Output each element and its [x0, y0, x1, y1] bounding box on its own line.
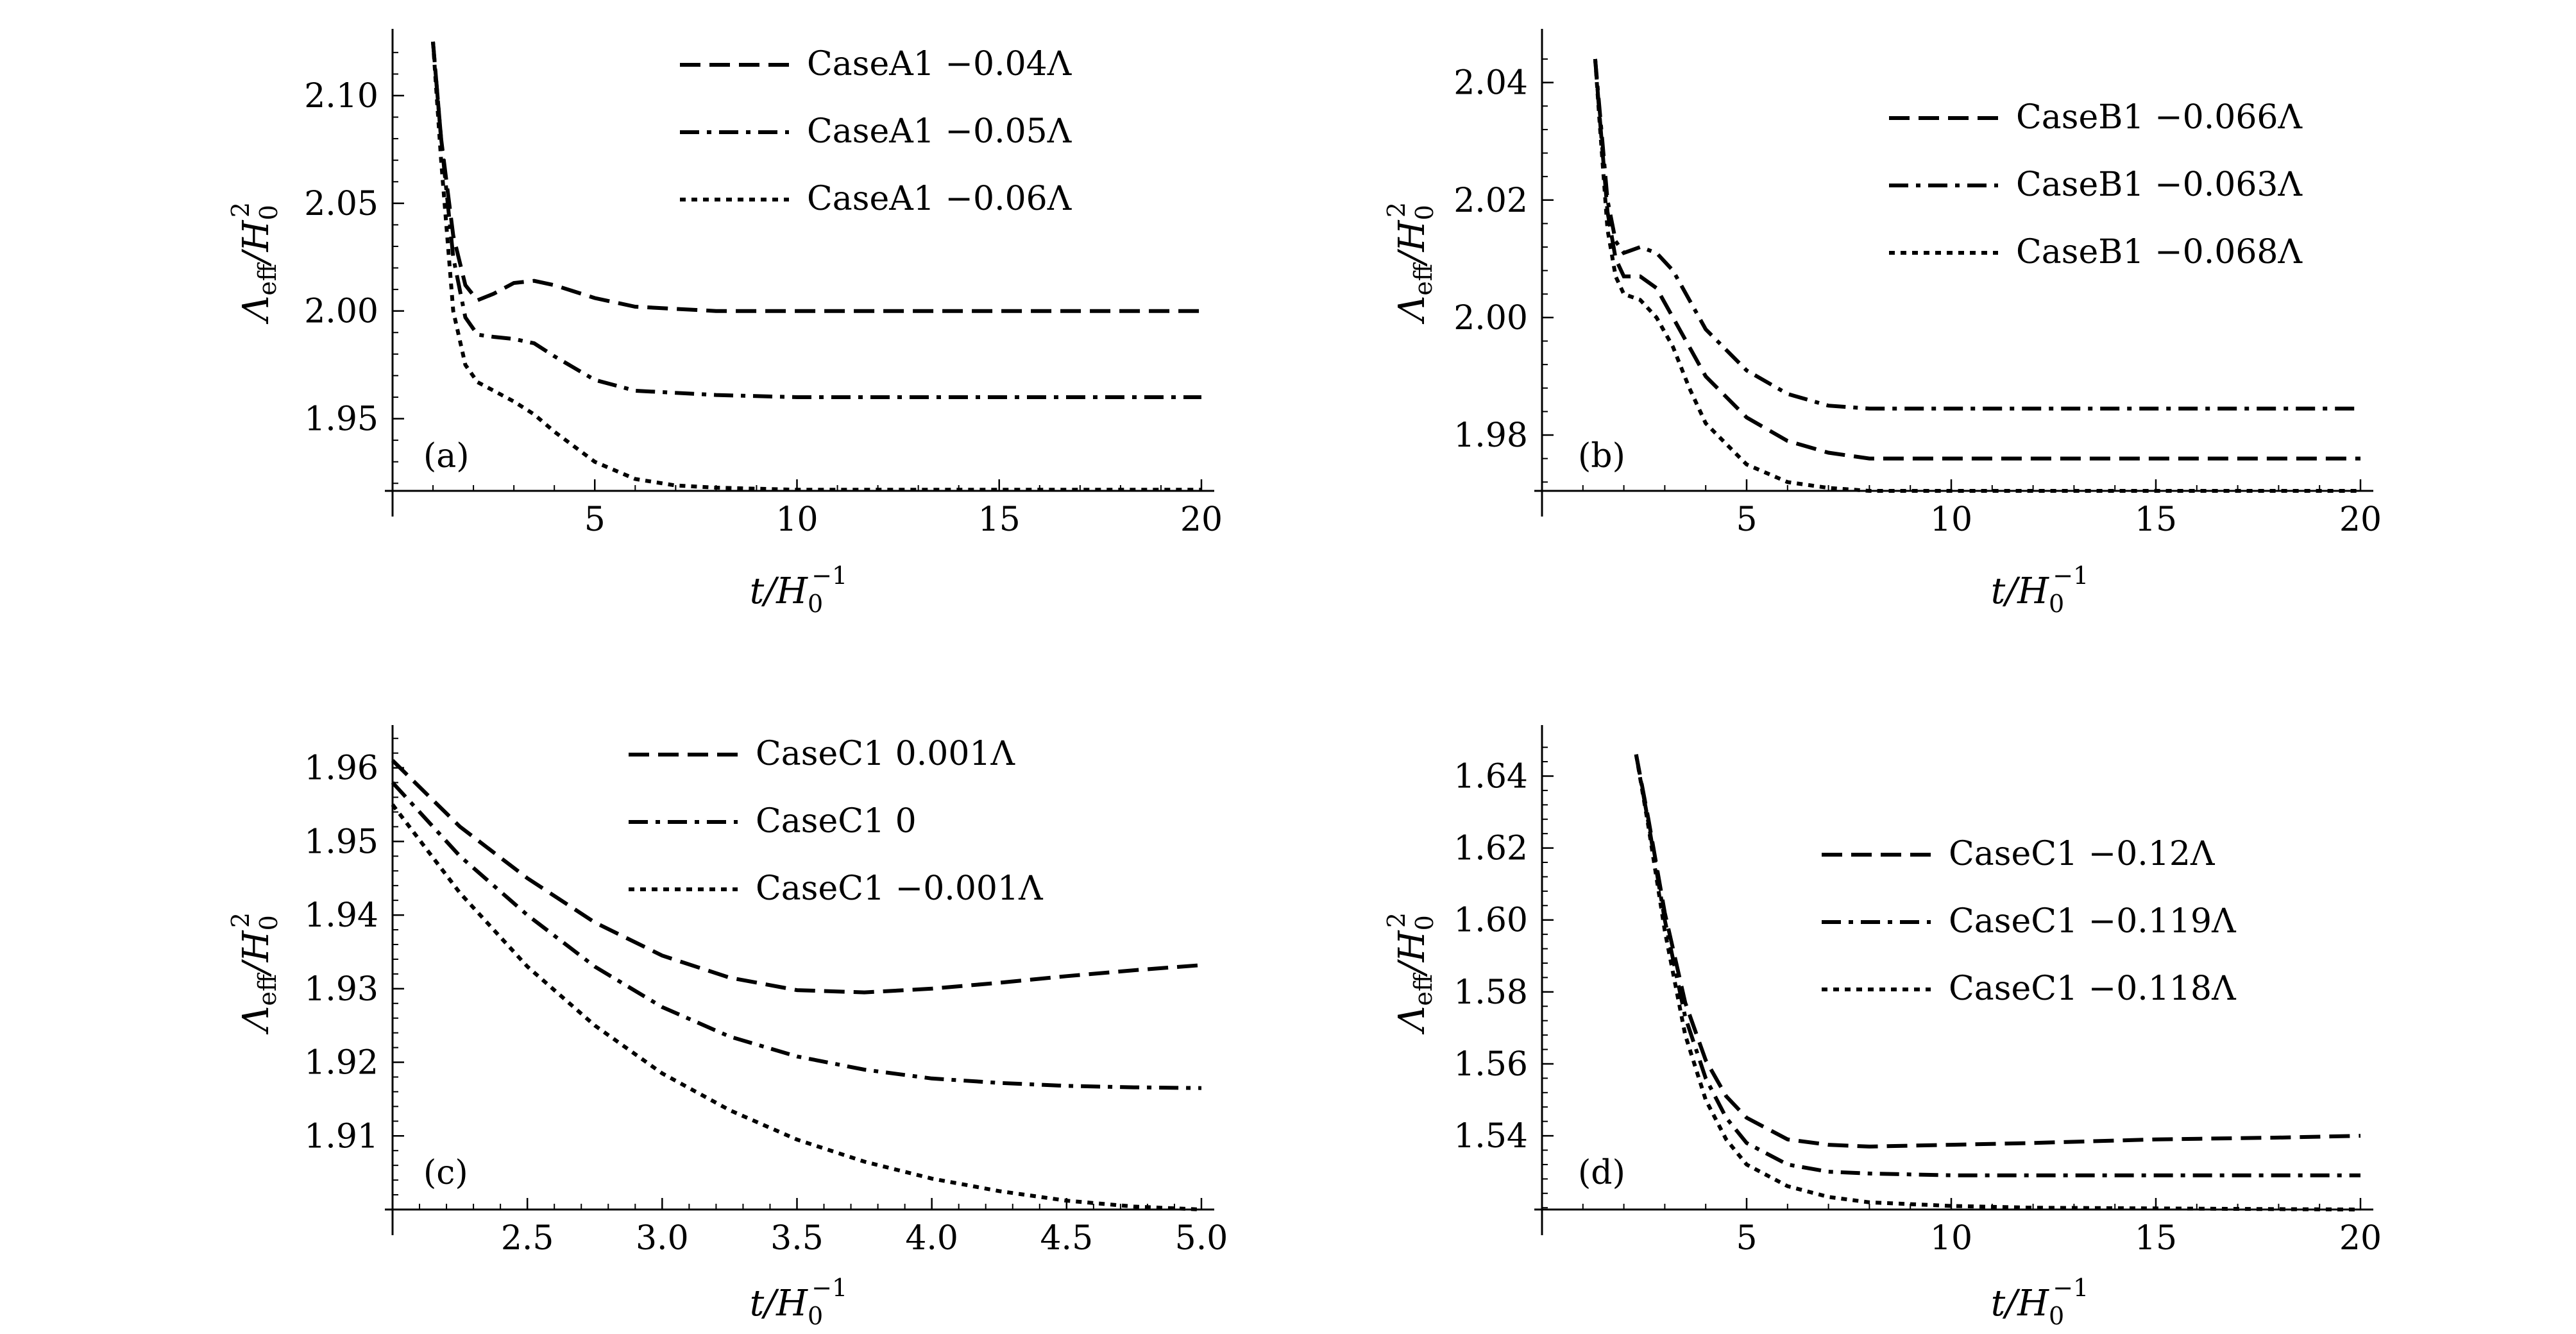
x-tick-label: 5.0 [1175, 1219, 1228, 1258]
y-tick-label: 1.98 [1453, 416, 1528, 455]
legend-label: CaseC1 0 [756, 802, 917, 841]
x-tick-label: 4.0 [905, 1219, 958, 1258]
y-tick-label: 1.92 [304, 1044, 378, 1082]
y-tick-label: 1.93 [304, 970, 378, 1009]
x-axis-label: t/H0−1 [750, 1274, 847, 1330]
y-tick-label: 2.00 [304, 293, 378, 331]
series-line [1634, 754, 2361, 1211]
y-axis-label: Λeff/H02 [226, 912, 283, 1035]
legend-label: CaseB1 −0.068Λ [2016, 233, 2303, 271]
legend-label: CaseA1 −0.06Λ [807, 180, 1072, 218]
x-tick-label: 5 [1736, 500, 1757, 539]
series-line [431, 41, 1201, 399]
legend-label: CaseC1 −0.118Λ [1949, 970, 2237, 1008]
x-axis-label: t/H0−1 [750, 561, 847, 618]
panel-a: 5 10 15 20 1.95 2.00 2.05 2.10 CaseA1 −0.04Λ Case… [226, 29, 1223, 618]
y-tick-label: 1.64 [1453, 757, 1528, 796]
y-tick-label: 1.62 [1453, 830, 1528, 868]
y-tick-label: 1.96 [304, 749, 378, 788]
panel-tag: (b) [1578, 437, 1625, 475]
x-tick-label: 15 [2135, 500, 2177, 539]
x-tick-label: 3.0 [636, 1219, 689, 1258]
y-tick-label: 2.04 [1453, 64, 1528, 103]
legend-label: CaseC1 −0.12Λ [1949, 835, 2216, 873]
x-tick-label: 20 [2339, 1219, 2382, 1258]
series-line [391, 759, 1202, 995]
y-tick-label: 2.02 [1453, 182, 1528, 220]
y-tick-label: 2.05 [304, 185, 378, 223]
x-tick-label: 2.5 [501, 1219, 554, 1258]
x-tick-label: 10 [1930, 500, 1972, 539]
y-tick-label: 1.91 [304, 1117, 378, 1156]
x-tick-label: 5 [584, 500, 606, 539]
legend-label: CaseC1 −0.001Λ [756, 869, 1044, 908]
x-tick-label: 3.5 [770, 1219, 824, 1258]
y-tick-label: 1.95 [304, 400, 378, 439]
y-tick-label: 2.10 [304, 77, 378, 115]
y-axis-label: Λeff/H02 [1382, 202, 1439, 325]
y-tick-label: 2.00 [1453, 299, 1528, 338]
panel-c: 2.5 3.0 3.5 4.0 4.5 5.0 1.91 1.92 1.93 1.94 1.95 1.… [226, 725, 1228, 1330]
x-tick-label: 10 [1930, 1219, 1972, 1258]
y-tick-label: 1.58 [1453, 973, 1528, 1012]
y-axis-label: Λeff/H02 [226, 202, 283, 325]
legend-label: CaseB1 −0.063Λ [2016, 166, 2303, 204]
x-tick-label: 4.5 [1040, 1219, 1093, 1258]
x-tick-label: 15 [978, 500, 1021, 539]
y-tick-label: 1.56 [1453, 1045, 1528, 1084]
x-axis-label: t/H0−1 [1991, 1274, 2089, 1330]
legend-label: CaseC1 0.001Λ [756, 735, 1016, 773]
y-tick-label: 1.95 [304, 823, 378, 861]
panel-tag: (d) [1578, 1154, 1625, 1192]
legend-label: CaseC1 −0.119Λ [1949, 902, 2237, 941]
y-tick-label: 1.94 [304, 896, 378, 935]
series-line [431, 41, 1201, 313]
legend-label: CaseA1 −0.05Λ [807, 112, 1072, 151]
x-axis-label: t/H0−1 [1991, 561, 2089, 618]
panel-tag: (a) [423, 437, 470, 475]
panel-b: 5 10 15 20 1.98 2.00 2.02 2.04 CaseB1 −0.066Λ Cas… [1382, 29, 2382, 618]
x-tick-label: 15 [2135, 1219, 2177, 1258]
y-tick-label: 1.54 [1453, 1117, 1528, 1156]
series-line [431, 41, 1201, 492]
series-line [1634, 754, 2360, 1177]
legend-label: CaseA1 −0.04Λ [807, 45, 1072, 83]
panel-d: 5 10 15 20 1.54 1.56 1.58 1.60 1.62 1.64 CaseC1 −0… [1382, 725, 2382, 1330]
series-line [1593, 58, 2360, 461]
x-tick-label: 5 [1736, 1219, 1757, 1258]
series-line [391, 781, 1202, 1090]
series-line [1634, 754, 2361, 1149]
y-tick-label: 1.60 [1453, 902, 1528, 940]
x-tick-label: 10 [775, 500, 818, 539]
y-axis-label: Λeff/H02 [1382, 912, 1439, 1035]
x-tick-label: 20 [2339, 500, 2382, 539]
panel-tag: (c) [423, 1154, 468, 1192]
series-line [1593, 58, 2360, 411]
series-line [391, 803, 1202, 1211]
legend-label: CaseB1 −0.066Λ [2016, 98, 2303, 137]
x-tick-label: 20 [1180, 500, 1223, 539]
